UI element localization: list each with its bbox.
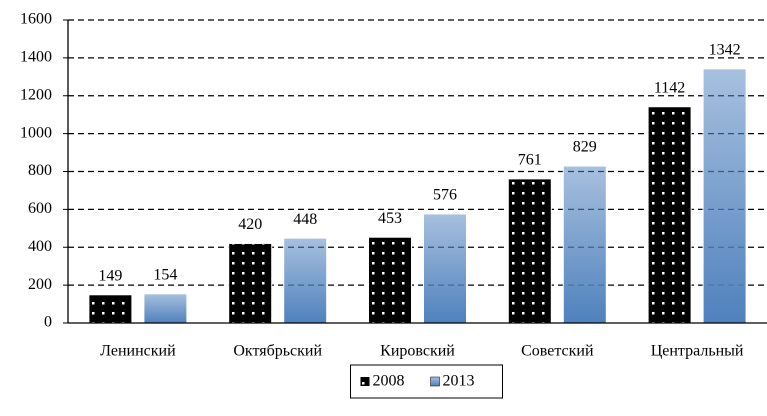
- legend-swatch: [360, 377, 370, 386]
- bar: [143, 293, 188, 324]
- y-tick-label: 1200: [20, 86, 52, 103]
- bar: [423, 213, 467, 324]
- value-label: 453: [378, 210, 402, 227]
- legend-box: [350, 364, 503, 399]
- y-tick-label: 0: [44, 314, 52, 331]
- value-label: 448: [293, 211, 317, 228]
- bar: [368, 236, 412, 324]
- x-tick-label: Центральный: [651, 343, 744, 360]
- value-label: 576: [433, 187, 457, 204]
- y-tick-label: 400: [28, 238, 52, 255]
- x-tick-label: Ленинский: [100, 343, 176, 360]
- value-label: 149: [98, 267, 122, 284]
- bar: [283, 237, 328, 324]
- bar: [507, 178, 552, 324]
- y-tick-label: 1000: [20, 124, 52, 141]
- y-tick-label: 200: [28, 276, 52, 293]
- legend-label: 2008: [373, 373, 405, 390]
- bar: [88, 294, 133, 324]
- y-tick-label: 1400: [20, 49, 52, 66]
- legend-label: 2013: [443, 373, 475, 390]
- value-label: 1342: [709, 42, 741, 59]
- x-tick-label: Советский: [521, 343, 594, 360]
- y-tick-label: 800: [28, 162, 52, 179]
- value-label: 829: [573, 139, 597, 156]
- y-tick-label: 600: [28, 200, 52, 217]
- bar: [647, 106, 692, 324]
- bar: [562, 165, 607, 324]
- bar: [702, 68, 747, 324]
- value-label: 1142: [654, 79, 685, 96]
- value-label: 420: [238, 216, 262, 233]
- value-label: 154: [153, 267, 177, 284]
- x-tick-label: Кировский: [380, 343, 455, 360]
- value-label: 761: [518, 152, 542, 169]
- bar: [228, 242, 273, 324]
- legend-swatch: [430, 376, 440, 387]
- y-tick-label: 1600: [20, 11, 52, 28]
- x-tick-label: Октябрьский: [233, 343, 322, 360]
